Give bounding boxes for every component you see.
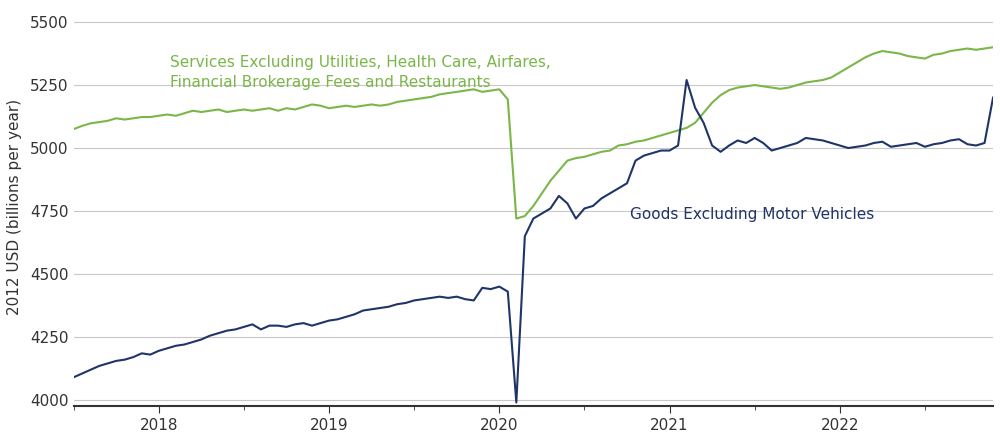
Y-axis label: 2012 USD (billions per year): 2012 USD (billions per year) bbox=[7, 99, 22, 315]
Text: Goods Excluding Motor Vehicles: Goods Excluding Motor Vehicles bbox=[630, 207, 874, 222]
Text: Services Excluding Utilities, Health Care, Airfares,
Financial Brokerage Fees an: Services Excluding Utilities, Health Car… bbox=[170, 55, 551, 90]
